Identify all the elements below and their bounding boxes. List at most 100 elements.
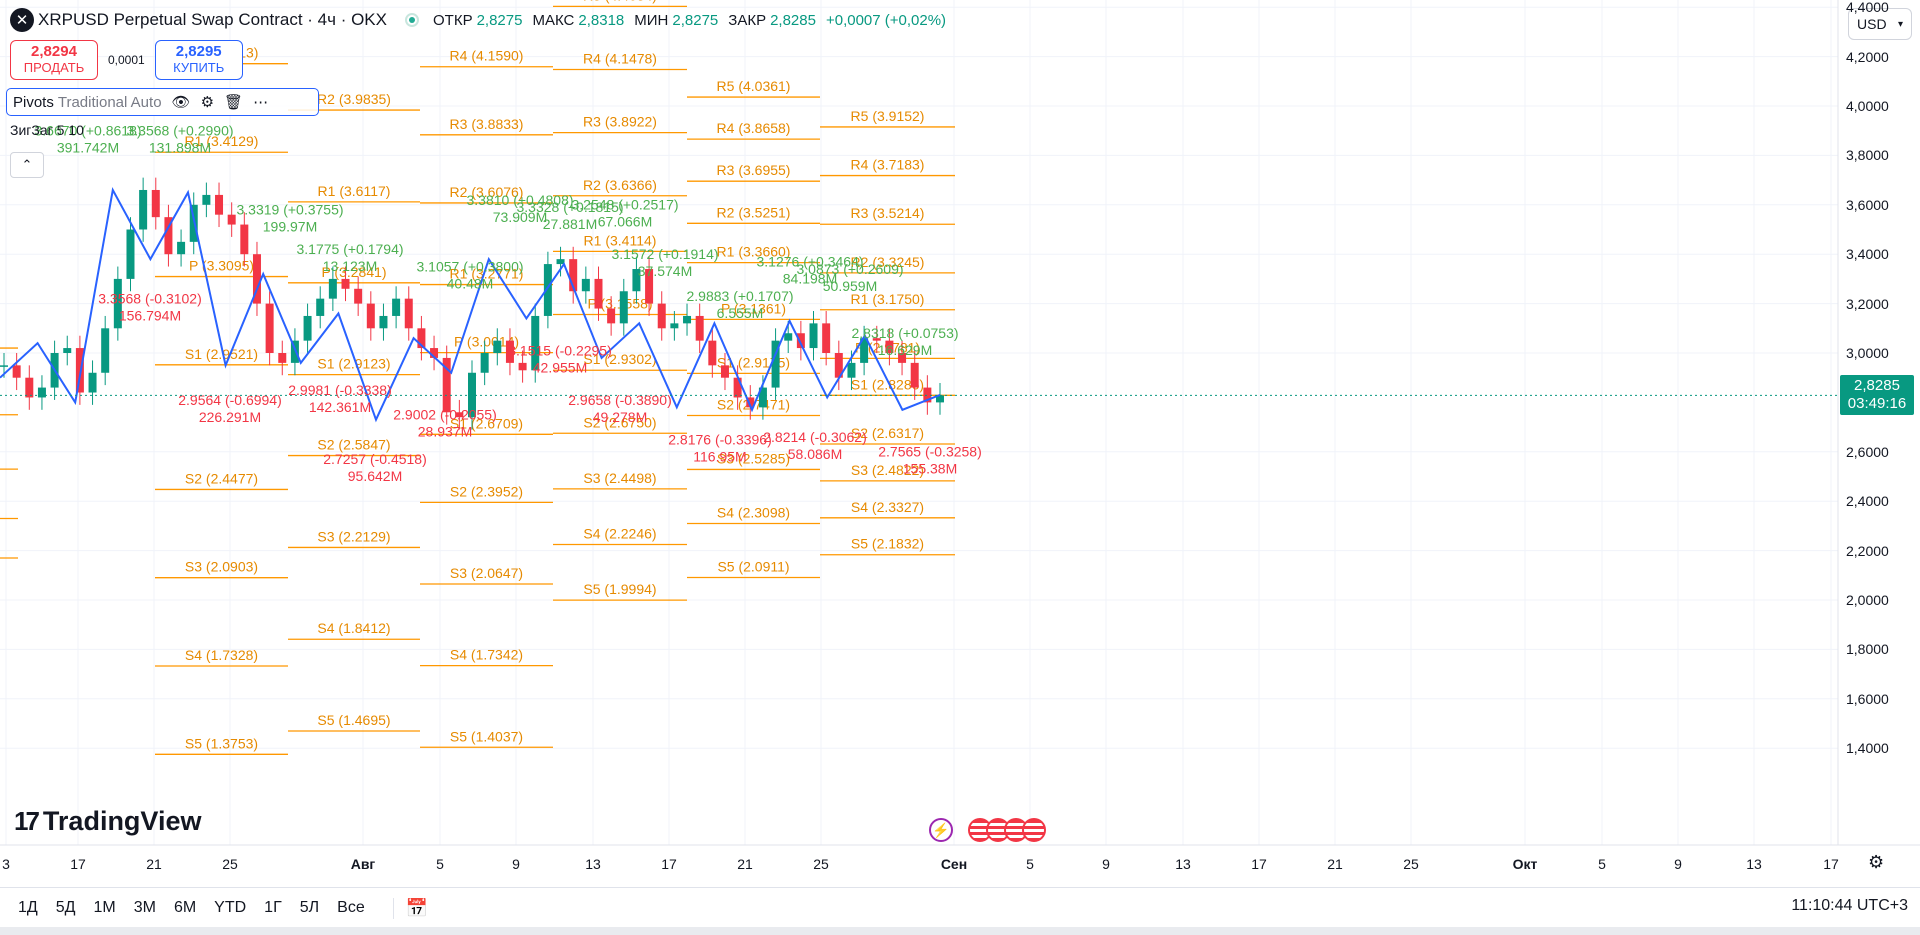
range-button[interactable]: YTD [214, 899, 247, 916]
candle-body [505, 340, 514, 363]
zigzag-label: 3.1057 (+0.3800) [416, 258, 523, 274]
pivot-level-label: S5 (1.3753) [185, 735, 258, 751]
candle-body [113, 278, 122, 329]
candle-body [860, 338, 869, 363]
settings-icon[interactable]: ⚙ [200, 94, 215, 111]
sell-button[interactable]: 2,8294 ПРОДАТЬ [10, 40, 98, 80]
zigzag-label: 2.7565 (-0.3258) [878, 444, 982, 460]
lightning-event-icon[interactable]: ⚡ [929, 818, 953, 842]
candle-body [354, 288, 363, 304]
time-tick: 21 [146, 856, 162, 872]
candle-body [543, 264, 552, 316]
zigzag-label: 2.8176 (-0.3396) [668, 431, 772, 447]
zigzag-volume: 84.198M [783, 271, 837, 287]
pivot-level-label: P (3.1361) [721, 300, 786, 316]
symbol-header: ✕ XRPUSD Perpetual Swap Contract · 4ч · … [0, 0, 952, 40]
zigzag-volume: 131.898M [149, 140, 211, 156]
more-icon[interactable]: ⋯ [253, 94, 269, 111]
calendar-icon[interactable]: 📅 [392, 897, 428, 919]
pivot-level-label: S4 (2.3098) [717, 504, 790, 520]
range-button[interactable]: 5Л [299, 899, 320, 916]
candle-body [796, 333, 805, 349]
time-tick: 13 [1746, 856, 1762, 872]
pivot-level-label: R3 (3.8833) [450, 116, 524, 132]
candle-body [619, 291, 628, 324]
clock[interactable]: 11:10:44 UTC+3 [1791, 897, 1908, 914]
x-close-icon[interactable]: ✕ [10, 8, 34, 32]
pivot-level-label: S3 (2.2129) [317, 528, 390, 544]
range-button[interactable]: 6М [173, 899, 197, 916]
candle-body [480, 353, 489, 373]
price-tick: 2,0000 [1846, 592, 1889, 608]
candle-body [632, 269, 641, 292]
bar-countdown: 03:49:16 [1847, 395, 1907, 413]
zigzag-volume: 37.574M [638, 263, 692, 279]
candle-body [733, 377, 742, 398]
ohlc-value: 2,8275 [672, 11, 719, 29]
candle-body [126, 229, 135, 279]
ohlc-key: МАКС [532, 11, 575, 29]
candle-body [822, 323, 831, 353]
time-tick: Авг [350, 856, 376, 872]
time-tick: 5 [1598, 856, 1606, 872]
range-button[interactable]: 1Г [264, 899, 282, 916]
range-button[interactable]: 1Д [18, 899, 38, 916]
pivot-level-label: R3 (3.5214) [851, 205, 925, 221]
zigzag-label: 2.9981 (-0.3338) [288, 382, 392, 398]
candle-body [366, 303, 375, 329]
price-tick: 4,0000 [1846, 98, 1889, 114]
eye-icon[interactable]: 👁 [171, 94, 191, 111]
range-button[interactable]: 3М [133, 899, 156, 916]
time-tick: Сен [940, 856, 968, 872]
pivot-level-label: R3 (3.6955) [717, 162, 791, 178]
time-tick: 21 [737, 856, 753, 872]
range-button[interactable]: Все [337, 899, 365, 916]
gear-icon[interactable]: ⚙ [1868, 852, 1885, 872]
zigzag-volume: 142.361M [309, 399, 371, 415]
pivot-level-label: R5 (3.9152) [851, 108, 925, 124]
us-events[interactable] [968, 818, 1046, 842]
zigzag-volume: 156.794M [119, 308, 181, 324]
sell-price: 2,8294 [31, 43, 77, 60]
time-tick: 5 [1026, 856, 1034, 872]
pivot-level-label: S5 (2.0911) [717, 558, 789, 574]
price-tick: 2,6000 [1846, 443, 1889, 460]
time-tick: 3 [2, 856, 10, 872]
trash-icon[interactable]: 🗑 [224, 94, 244, 111]
indicator-name: Pivots [13, 93, 54, 111]
zigzag-label: 2.9658 (-0.3890) [568, 392, 672, 408]
pivot-level-label: S5 (1.9994) [583, 581, 656, 597]
time-tick: 9 [1674, 856, 1682, 872]
pivot-level-label: R1 (3.1750) [851, 291, 925, 307]
zigzag-volume: 42.955M [533, 359, 587, 375]
range-button[interactable]: 1М [93, 899, 116, 916]
price-tick: 4,4000 [1846, 0, 1889, 16]
indicator-legend-pivots[interactable]: Pivots Traditional Auto 👁 ⚙ 🗑 ⋯ [6, 88, 319, 116]
zigzag-volume: 49.278M [593, 409, 647, 425]
chevron-up-icon: ⌃ [21, 157, 33, 172]
buy-button[interactable]: 2,8295 КУПИТЬ [154, 40, 243, 80]
pivot-level-label: S2 (2.5847) [317, 437, 390, 453]
pivot-level-label: S2 (2.6317) [851, 425, 924, 441]
candle-body [341, 278, 350, 289]
zigzag-legend[interactable]: ЗигЗаг 5 10 [10, 122, 84, 138]
currency-select[interactable]: USD ▾ [1848, 8, 1912, 40]
candle-body [404, 298, 413, 329]
pivot-level-label: S2 (2.3952) [450, 483, 523, 499]
pivot-level-label: S3 (2.5285) [717, 450, 790, 466]
collapse-legend-button[interactable]: ⌃ [10, 152, 44, 178]
zigzag-line [0, 186, 941, 423]
pivot-level-label: S4 (1.7328) [185, 647, 258, 663]
symbol-title[interactable]: XRPUSD Perpetual Swap Contract · 4ч · OK… [38, 10, 387, 29]
us-flag-icon[interactable] [1022, 818, 1046, 842]
tradingview-logo: 17 TradingView [14, 806, 201, 837]
candle-body [379, 315, 388, 329]
ohlc-key: МИН [634, 11, 669, 29]
pivot-level-label: R4 (3.7183) [851, 157, 925, 173]
zigzag-label: 2.9564 (-0.6994) [178, 392, 282, 408]
zigzag-volume: 199.97M [263, 219, 317, 235]
candle-body [252, 254, 261, 304]
ohlc-value: 2,8275 [476, 11, 523, 29]
range-button[interactable]: 5Д [55, 899, 76, 916]
